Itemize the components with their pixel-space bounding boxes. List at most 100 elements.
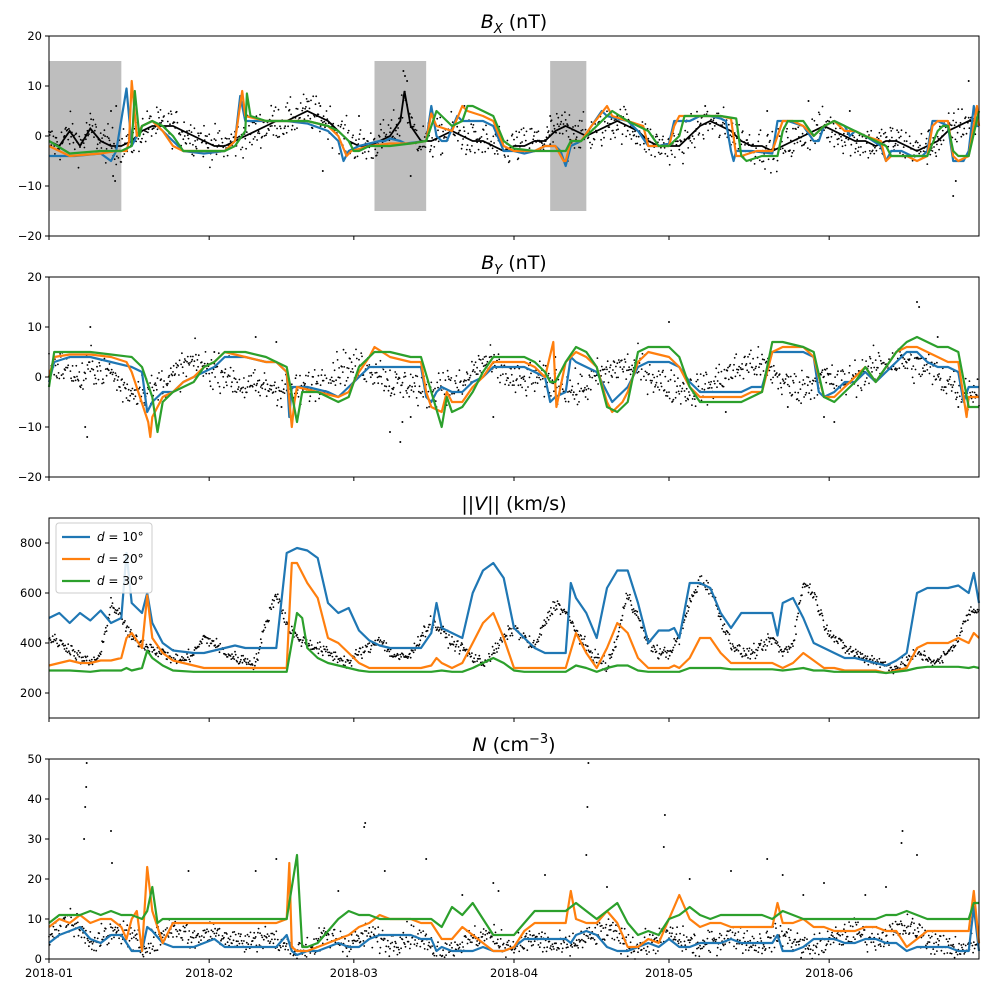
observed-point [605, 366, 608, 368]
observed-point [151, 948, 154, 950]
observed-point [339, 125, 342, 128]
observed-point [411, 117, 413, 119]
observed-point [509, 634, 512, 637]
observed-point [745, 363, 748, 365]
observed-point [917, 358, 920, 360]
observed-point [626, 594, 629, 597]
observed-point [832, 634, 835, 637]
observed-point [453, 392, 456, 395]
observed-point [922, 150, 925, 153]
observed-point [76, 921, 79, 924]
observed-point [606, 110, 608, 113]
observed-point [233, 931, 236, 933]
observed-point [803, 939, 805, 942]
observed-point [574, 124, 577, 127]
observed-point [474, 371, 476, 373]
observed-point [969, 391, 971, 394]
observed-point [230, 658, 233, 660]
observed-point [159, 109, 162, 111]
observed-point [797, 391, 800, 394]
observed-point [131, 932, 134, 934]
observed-point [414, 939, 416, 941]
observed-point [144, 947, 146, 950]
observed-point [128, 400, 131, 402]
observed-point [142, 133, 145, 136]
observed-point [268, 619, 270, 622]
observed-point [802, 379, 805, 381]
observed-point [650, 154, 653, 157]
observed-point [752, 143, 754, 146]
observed-point [481, 151, 484, 154]
observed-point [113, 936, 115, 939]
observed-point [903, 358, 906, 360]
observed-point [569, 619, 571, 622]
observed-point [217, 352, 220, 355]
observed-point [726, 369, 729, 372]
observed-point [65, 647, 68, 650]
observed-point [122, 128, 125, 130]
observed-point [739, 374, 741, 377]
observed-point [560, 942, 563, 945]
observed-point [731, 643, 734, 645]
observed-point [290, 625, 293, 628]
observed-point [191, 358, 194, 361]
observed-point [75, 364, 78, 367]
observed-point [241, 661, 244, 664]
observed-point [347, 940, 350, 942]
observed-point [678, 393, 681, 395]
observed-point [110, 926, 112, 929]
observed-point [779, 382, 782, 384]
observed-point [544, 624, 546, 627]
observed-point [147, 942, 150, 945]
observed-point [56, 376, 58, 379]
observed-point [372, 926, 374, 928]
observed-point [853, 136, 856, 139]
observed-point [183, 358, 186, 360]
observed-point [202, 375, 205, 377]
observed-point [57, 363, 59, 366]
observed-point [878, 657, 881, 660]
observed-point [933, 375, 935, 378]
observed-point [499, 637, 502, 639]
observed-point [88, 945, 90, 948]
observed-point [518, 131, 521, 134]
observed-point [178, 933, 180, 935]
observed-point [699, 122, 702, 125]
observed-point [791, 942, 794, 945]
observed-point [668, 397, 671, 400]
observed-point [426, 629, 429, 632]
observed-point [200, 132, 202, 135]
observed-point [266, 383, 269, 386]
observed-point [58, 377, 61, 380]
observed-point [564, 400, 567, 403]
observed-point [610, 656, 613, 659]
observed-point [499, 381, 501, 384]
observed-point [395, 373, 398, 375]
observed-point [477, 658, 480, 660]
observed-point [626, 597, 628, 600]
observed-point [221, 371, 224, 373]
observed-point [364, 644, 367, 647]
observed-point [504, 383, 506, 386]
observed-point [438, 628, 441, 631]
observed-point [820, 949, 823, 952]
observed-point [304, 107, 306, 110]
observed-point [664, 375, 667, 378]
observed-point [812, 596, 815, 598]
observed-point [475, 138, 478, 141]
observed-point [530, 944, 533, 947]
observed-point [333, 651, 335, 654]
observed-point [770, 171, 772, 174]
observed-point [213, 932, 216, 935]
observed-point [84, 426, 87, 428]
observed-point [713, 125, 716, 127]
observed-point [657, 370, 660, 372]
observed-point [402, 70, 405, 72]
observed-point [719, 615, 721, 618]
observed-point [115, 163, 118, 166]
observed-point [91, 663, 94, 666]
observed-point [532, 944, 535, 946]
observed-point [358, 138, 360, 141]
observed-point [260, 934, 263, 937]
observed-point [375, 154, 378, 157]
